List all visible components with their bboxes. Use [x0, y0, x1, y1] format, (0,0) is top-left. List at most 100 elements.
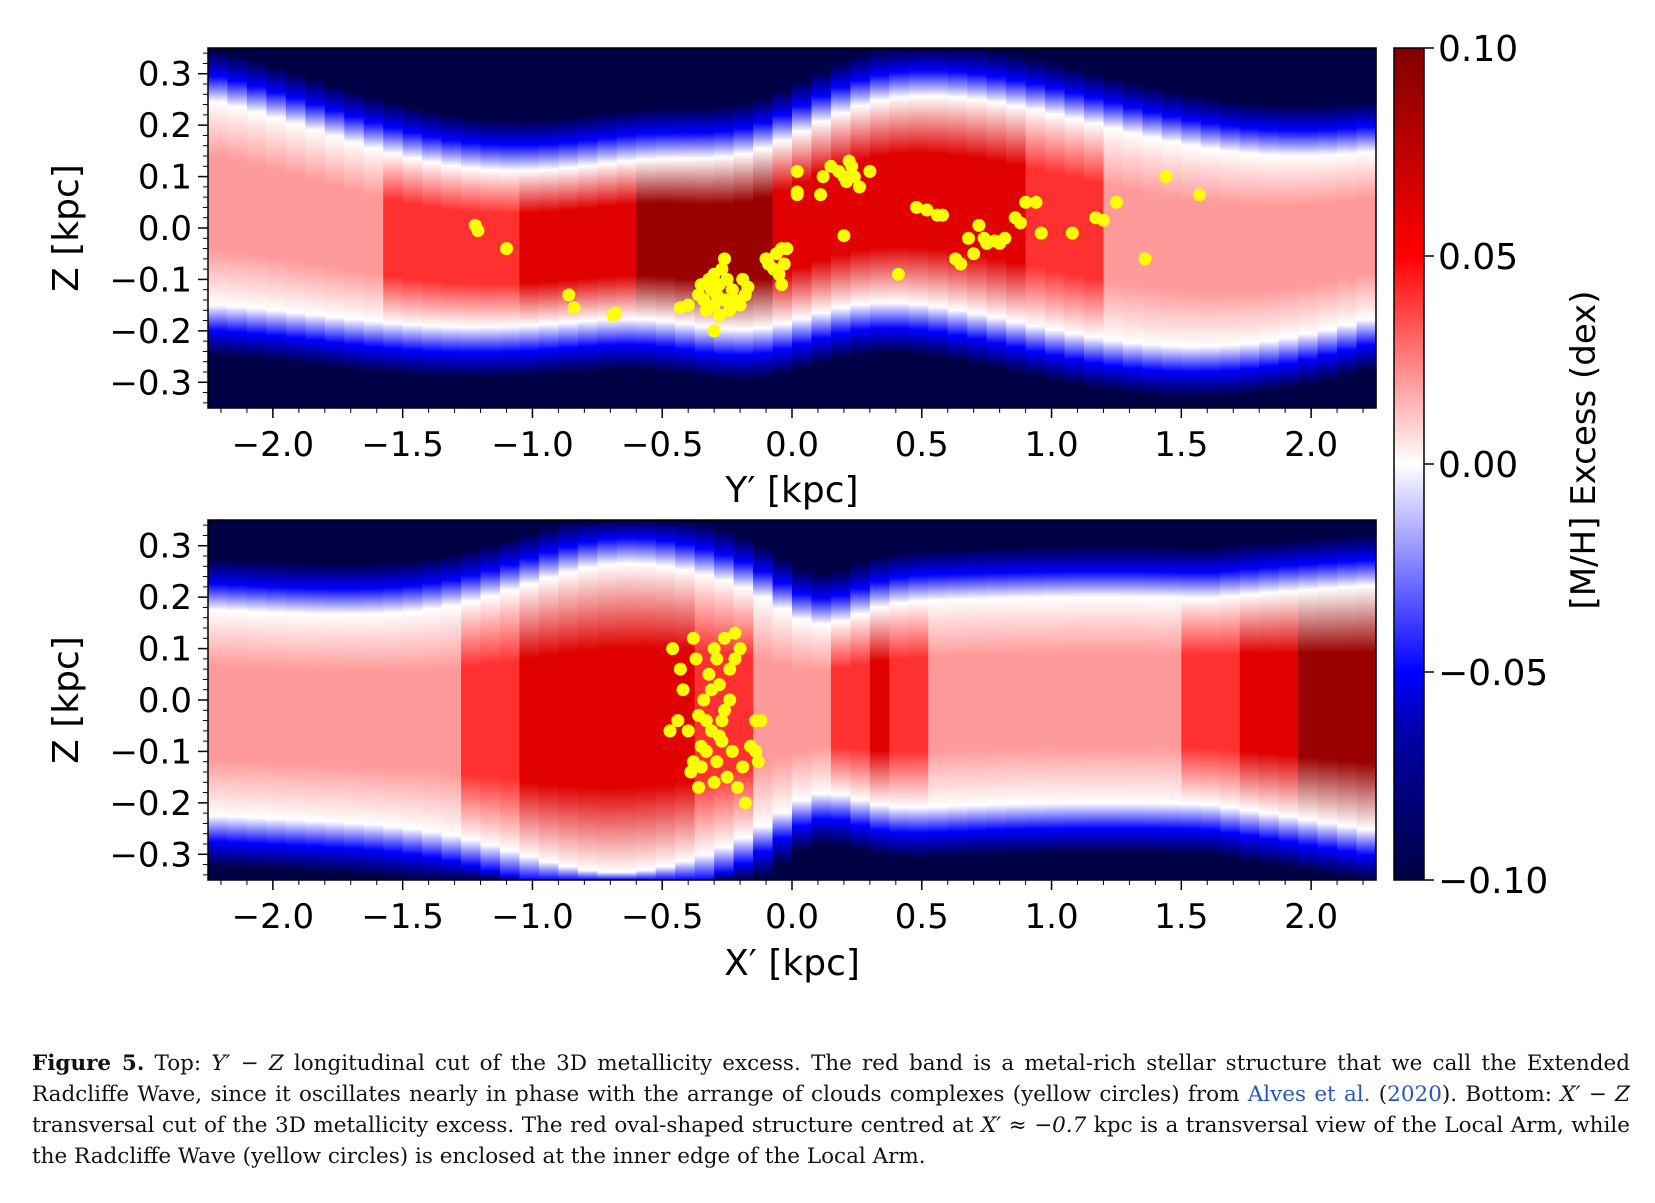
heatmap-strip	[753, 520, 774, 880]
caption-text: Bottom:	[1457, 1082, 1561, 1107]
cloud-complex-marker	[702, 667, 716, 681]
bottom-ylabel: Z [kpc]	[46, 636, 87, 764]
cloud-complex-marker	[777, 257, 791, 271]
heatmap-strip	[266, 48, 287, 408]
heatmap-strip	[441, 48, 462, 408]
heatmap-strip	[1337, 48, 1358, 408]
colorbar-gradient	[1393, 47, 1425, 881]
y-tick-label: 0.3	[138, 55, 192, 95]
y-tick-label: 0.0	[138, 681, 192, 721]
heatmap-strip	[1142, 520, 1163, 880]
cloud-complex-marker	[710, 652, 724, 666]
cloud-complex-marker	[733, 298, 747, 312]
heatmap-strip	[266, 520, 287, 880]
heatmap-strip	[967, 520, 988, 880]
cloud-complex-marker	[1019, 195, 1033, 209]
x-tick-label: 2.0	[1284, 425, 1338, 465]
heatmap-strip	[480, 520, 501, 880]
figure-caption: Figure 5. Top: Y′ − Z longitudinal cut o…	[32, 1048, 1630, 1172]
top-xlabel: Y′ [kpc]	[724, 470, 858, 511]
cloud-complex-marker	[500, 242, 513, 256]
heatmap-strip	[246, 48, 267, 408]
heatmap-strip	[1220, 48, 1241, 408]
heatmap-strip	[1200, 520, 1221, 880]
heatmap-strip	[305, 48, 326, 408]
x-tick-label: 1.0	[1025, 425, 1079, 465]
cloud-complex-marker	[692, 780, 706, 794]
caption-math: X′ − Z	[1560, 1082, 1630, 1107]
heatmap-strip	[1006, 48, 1027, 408]
heatmap-strip	[811, 520, 832, 880]
cloud-complex-marker	[718, 703, 731, 717]
heatmap-strip	[1161, 520, 1182, 880]
heatmap-strip	[208, 48, 229, 408]
caption-math: X′ ≈ −0.7	[980, 1113, 1087, 1138]
heatmap-strip	[694, 48, 715, 408]
y-tick-label: 0.2	[138, 578, 192, 618]
citation-year-link[interactable]: 2020	[1387, 1082, 1442, 1107]
heatmap-strip	[869, 520, 890, 880]
cloud-complex-marker	[749, 714, 763, 728]
cloud-complex-marker	[863, 164, 877, 178]
colorbar-ticks: 0.10 0.05 0.00 −0.05 −0.10	[1424, 29, 1548, 902]
cloud-complex-marker	[936, 208, 949, 222]
cloud-complex-marker	[1097, 213, 1110, 227]
x-tick-label: 1.0	[1025, 897, 1079, 937]
y-tick-label: −0.2	[109, 784, 192, 824]
cloud-complex-marker	[837, 229, 851, 243]
heatmap-strip	[811, 48, 832, 408]
heatmap-strip	[500, 520, 521, 880]
cloud-complex-marker	[707, 642, 721, 656]
heatmap-strip	[1259, 48, 1280, 408]
heatmap-strip	[655, 48, 676, 408]
heatmap-strip	[441, 520, 462, 880]
x-tick-label: 0.0	[765, 425, 819, 465]
cloud-complex-marker	[718, 293, 731, 307]
heatmap-strip	[285, 520, 306, 880]
heatmap-strip	[733, 520, 754, 880]
cloud-complex-marker	[728, 626, 742, 640]
cloud-complex-marker	[1065, 226, 1079, 240]
cloud-complex-marker	[816, 170, 830, 184]
x-tick-label: 2.0	[1284, 897, 1338, 937]
cloud-complex-marker	[707, 775, 721, 789]
y-tick-label: −0.1	[109, 732, 192, 772]
cloud-complex-marker	[741, 280, 755, 294]
heatmap-strip	[538, 520, 559, 880]
heatmap-strip	[1278, 520, 1299, 880]
cloud-complex-marker	[790, 188, 804, 202]
heatmap-strip	[422, 520, 443, 880]
cloud-complex-marker	[471, 224, 485, 238]
heatmap-strip	[772, 520, 793, 880]
cloud-complex-marker	[847, 170, 861, 184]
heatmap-strip	[324, 48, 345, 408]
cloud-complex-marker	[718, 252, 731, 266]
heatmap-strip	[947, 48, 968, 408]
cloud-complex-marker	[676, 683, 690, 697]
cloud-complex-marker	[1029, 195, 1043, 209]
heatmap-strip	[1298, 48, 1319, 408]
top-panel: −2.0 −1.5 −1.0 −0.5 0.0 0.5 1.0 1.5 2.0 0.30.20.…	[46, 47, 1377, 511]
heatmap-strip	[558, 48, 579, 408]
heatmap-strip	[1317, 520, 1338, 880]
cloud-complex-marker	[814, 188, 828, 202]
figure: −2.0 −1.5 −1.0 −0.5 0.0 0.5 1.0 1.5 2.0 0.30.20.…	[46, 29, 1604, 984]
citation-link[interactable]: Alves et al.	[1247, 1082, 1371, 1107]
heatmap-strip	[577, 48, 598, 408]
caption-text: (	[1370, 1082, 1388, 1107]
caption-math: Y′ − Z	[211, 1051, 284, 1076]
cloud-complex-marker	[712, 308, 726, 322]
heatmap-strip	[285, 48, 306, 408]
x-tick-label: 0.0	[765, 897, 819, 937]
x-tick-label: −1.0	[491, 897, 574, 937]
x-tick-label: 1.5	[1154, 897, 1208, 937]
heatmap-strip	[363, 520, 384, 880]
heatmap-strip	[480, 48, 501, 408]
x-tick-label: −2.0	[232, 425, 315, 465]
heatmap-strip	[1356, 48, 1377, 408]
x-tick-label: 0.5	[895, 425, 949, 465]
cloud-complex-marker	[723, 303, 737, 317]
cloud-complex-marker	[891, 267, 905, 281]
heatmap-strip	[402, 48, 423, 408]
heatmap-strip	[714, 48, 735, 408]
